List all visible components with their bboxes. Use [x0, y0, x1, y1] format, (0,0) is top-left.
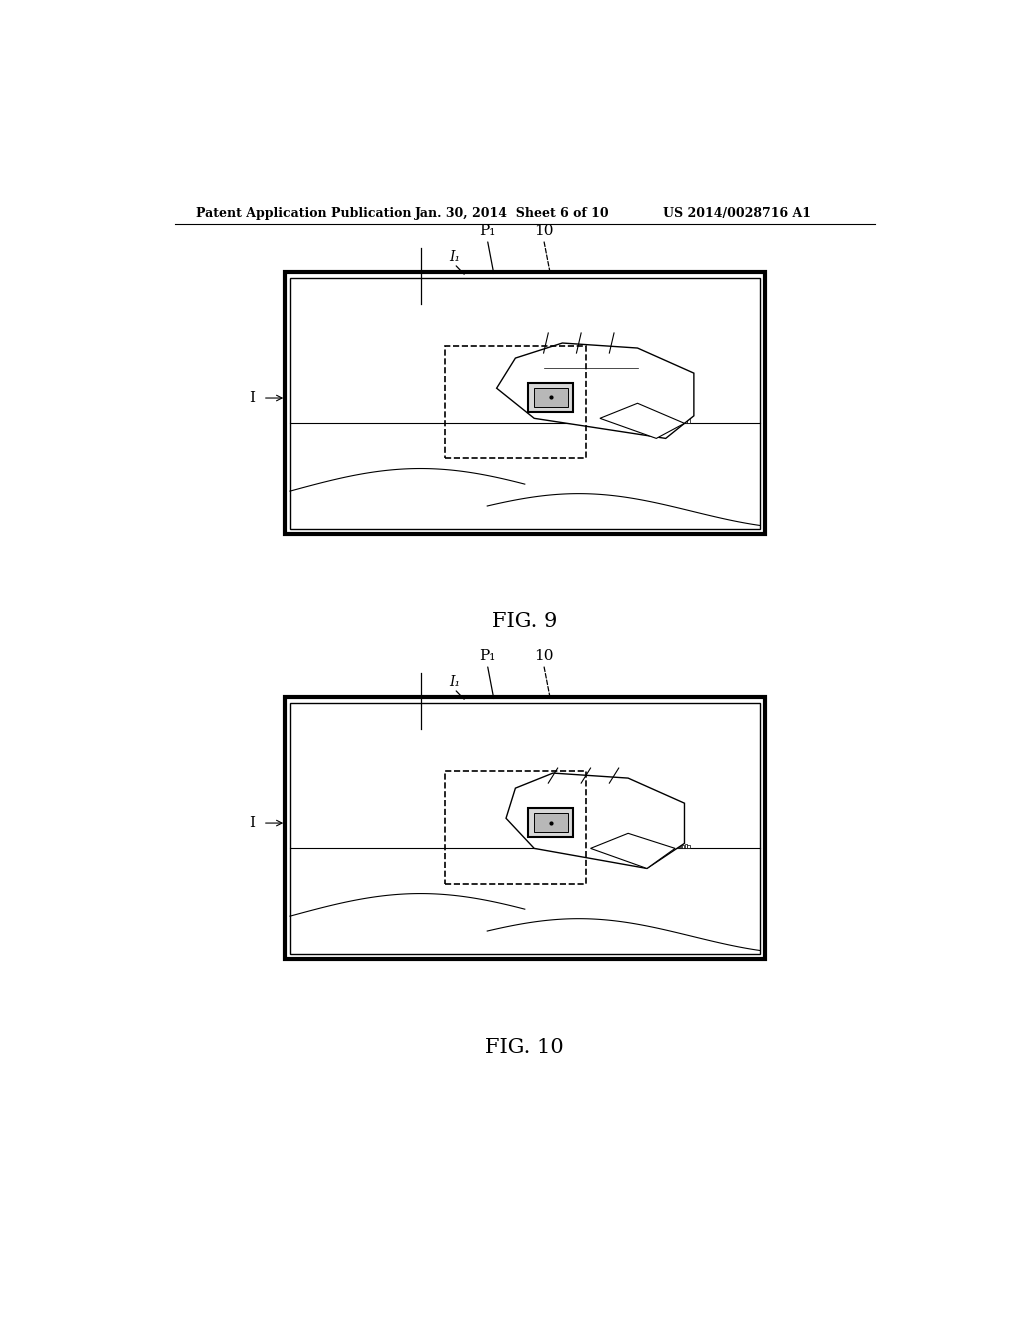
Bar: [445, 771, 586, 883]
Text: I₁: I₁: [450, 249, 461, 264]
Bar: [685, 843, 687, 849]
Bar: [674, 845, 676, 849]
Bar: [411, 306, 432, 319]
Bar: [669, 842, 671, 849]
Bar: [408, 441, 435, 453]
Text: 10: 10: [534, 648, 553, 663]
Bar: [666, 420, 668, 424]
Bar: [410, 775, 433, 788]
Bar: [411, 760, 433, 774]
Text: 10: 10: [534, 223, 553, 238]
Bar: [402, 424, 441, 441]
Text: P₁: P₁: [479, 648, 496, 663]
Bar: [534, 813, 567, 832]
Bar: [410, 791, 433, 804]
Bar: [410, 805, 434, 818]
Bar: [534, 388, 567, 407]
Bar: [445, 346, 586, 458]
Polygon shape: [497, 343, 694, 438]
Text: Jan. 30, 2014  Sheet 6 of 10: Jan. 30, 2014 Sheet 6 of 10: [415, 207, 609, 220]
Bar: [410, 350, 433, 363]
Bar: [402, 849, 441, 866]
Text: US 2014/0028716 A1: US 2014/0028716 A1: [663, 207, 811, 220]
Bar: [409, 395, 434, 408]
Bar: [687, 845, 690, 849]
Bar: [408, 866, 435, 878]
Bar: [290, 277, 760, 529]
Bar: [674, 420, 676, 424]
Text: I: I: [249, 391, 255, 405]
Bar: [409, 820, 434, 833]
Bar: [411, 731, 432, 744]
Bar: [290, 702, 760, 954]
Bar: [682, 420, 684, 424]
Text: I₁: I₁: [450, 675, 461, 689]
Bar: [411, 335, 433, 348]
Bar: [680, 420, 681, 424]
Bar: [669, 417, 671, 424]
Text: Patent Application Publication: Patent Application Publication: [197, 207, 412, 220]
Text: I: I: [249, 816, 255, 830]
Bar: [682, 845, 684, 849]
Polygon shape: [506, 774, 684, 869]
Bar: [671, 418, 674, 424]
Bar: [680, 845, 681, 849]
Bar: [409, 411, 434, 424]
Bar: [410, 380, 434, 393]
Bar: [687, 420, 690, 424]
Text: P₁: P₁: [479, 223, 496, 238]
Polygon shape: [591, 833, 675, 869]
Bar: [411, 746, 432, 759]
Bar: [411, 321, 432, 334]
Bar: [285, 697, 765, 960]
Bar: [685, 418, 687, 424]
Bar: [410, 366, 433, 379]
Bar: [528, 808, 573, 837]
Bar: [677, 418, 679, 424]
Polygon shape: [600, 404, 684, 438]
Bar: [677, 843, 679, 849]
Bar: [285, 272, 765, 535]
Bar: [671, 843, 674, 849]
Bar: [666, 845, 668, 849]
Text: FIG. 9: FIG. 9: [493, 612, 557, 631]
Text: FIG. 10: FIG. 10: [485, 1039, 564, 1057]
Bar: [528, 383, 573, 412]
Bar: [409, 836, 434, 849]
